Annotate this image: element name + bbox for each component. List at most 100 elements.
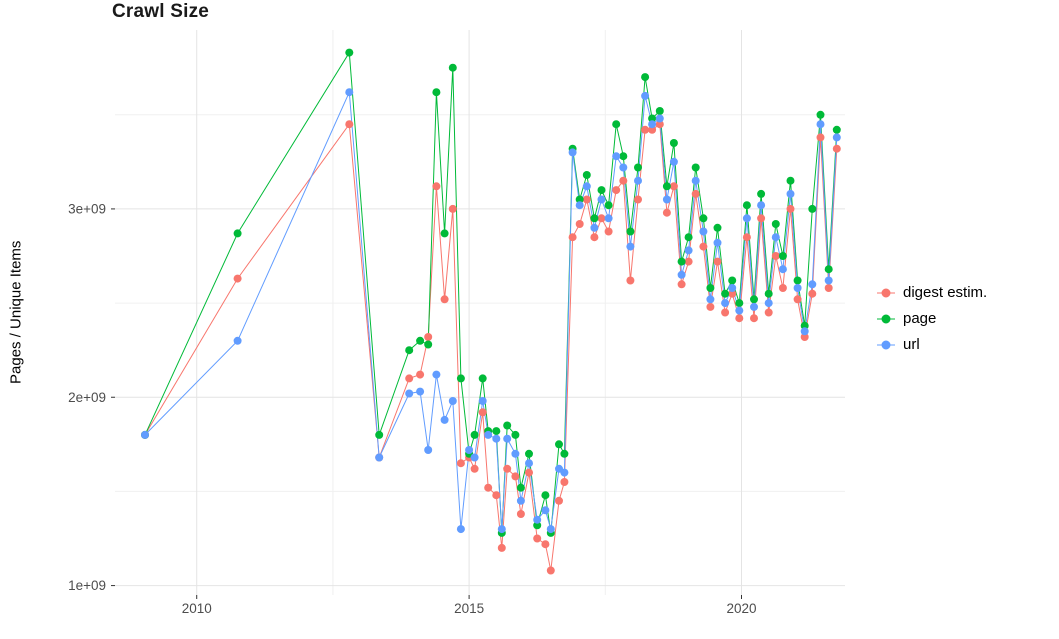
series-line-url: [144, 91, 838, 530]
data-point-page: [648, 114, 657, 123]
data-point-digest: [511, 472, 520, 481]
chart-title: Crawl Size: [112, 1, 210, 22]
data-point-page: [778, 252, 787, 260]
data-point-digest: [771, 252, 780, 260]
data-point-digest: [655, 120, 664, 129]
data-point-digest: [560, 478, 569, 486]
data-point-url: [541, 506, 550, 515]
data-point-digest: [575, 220, 584, 228]
legend-label-page: page: [903, 310, 937, 327]
data-point-url: [448, 397, 457, 405]
data-point-page: [655, 107, 664, 115]
x-axis-tick-label: 2015: [454, 601, 484, 616]
data-point-page: [582, 171, 591, 179]
legend-item-page: page: [876, 310, 987, 327]
data-point-page: [604, 201, 613, 210]
data-point-url: [568, 148, 577, 157]
data-point-url: [440, 415, 449, 424]
data-point-page: [757, 189, 766, 198]
data-point-url: [492, 434, 501, 443]
data-point-digest: [541, 540, 550, 549]
data-point-url: [470, 453, 479, 462]
y-axis-tick-label: 3e+09: [68, 201, 106, 216]
data-point-url: [655, 114, 664, 123]
data-point-page: [677, 257, 686, 266]
data-point-page: [626, 227, 635, 236]
data-point-digest: [706, 302, 715, 311]
data-point-digest: [691, 189, 700, 198]
data-point-page: [771, 220, 780, 228]
data-point-digest: [612, 186, 621, 195]
data-point-digest: [492, 491, 501, 500]
data-point-digest: [816, 133, 825, 142]
data-point-url: [590, 223, 599, 232]
data-point-digest: [516, 510, 525, 518]
legend: digest estim. page url: [876, 284, 987, 353]
data-point-digest: [626, 276, 635, 285]
data-point-page: [590, 214, 599, 223]
data-point-url: [713, 238, 722, 247]
data-point-digest: [503, 464, 512, 473]
data-point-url: [465, 446, 474, 454]
data-point-page: [516, 483, 525, 492]
data-point-digest: [470, 464, 479, 473]
data-point-digest: [800, 333, 809, 341]
data-point-digest: [533, 534, 542, 543]
data-point-url: [750, 302, 758, 311]
data-point-url: [511, 449, 520, 458]
data-point-page: [669, 139, 678, 147]
data-point-page: [764, 289, 773, 298]
data-point-digest: [713, 257, 722, 266]
data-point-digest: [478, 408, 487, 417]
data-point-digest: [728, 289, 737, 298]
data-point-digest: [684, 257, 693, 266]
data-point-page: [721, 289, 730, 298]
data-point-page: [816, 110, 825, 119]
data-point-page: [634, 163, 642, 172]
data-point-url: [800, 327, 809, 336]
data-point-digest: [582, 195, 591, 204]
data-point-page: [478, 374, 487, 383]
data-point-page: [750, 295, 758, 304]
data-point-url: [432, 370, 441, 379]
data-point-digest: [750, 314, 758, 323]
y-axis-tick-label: 1e+09: [68, 578, 106, 593]
data-point-url: [757, 201, 766, 210]
data-point-page: [619, 152, 628, 161]
data-point-page: [742, 201, 751, 210]
data-point-digest: [721, 308, 730, 317]
data-point-page: [533, 521, 542, 530]
data-point-url: [575, 201, 584, 210]
data-point-digest: [568, 233, 577, 242]
legend-item-url: url: [876, 336, 987, 353]
data-point-page: [448, 63, 457, 72]
data-point-digest: [416, 370, 425, 379]
data-point-url: [484, 430, 493, 439]
data-point-page: [375, 430, 384, 439]
data-point-url: [405, 389, 414, 398]
data-point-url: [778, 265, 787, 274]
data-point-digest: [497, 543, 506, 552]
legend-label-url: url: [903, 336, 920, 353]
data-point-page: [432, 88, 441, 97]
data-point-page: [456, 374, 465, 383]
data-point-page: [684, 233, 693, 242]
data-point-url: [816, 120, 825, 129]
data-point-page: [525, 449, 533, 458]
data-point-url: [525, 459, 533, 468]
data-point-page: [786, 176, 795, 185]
data-point-page: [345, 48, 354, 57]
data-point-digest: [405, 374, 414, 383]
data-point-page: [662, 182, 671, 191]
data-point-digest: [546, 566, 555, 575]
legend-label-digest-estim: digest estim.: [903, 284, 988, 301]
data-point-digest: [735, 314, 744, 323]
data-point-digest: [448, 204, 457, 213]
data-point-url: [233, 336, 242, 345]
data-point-url: [691, 176, 700, 185]
data-point-url: [721, 299, 730, 308]
data-point-digest: [808, 289, 817, 298]
data-point-digest: [669, 182, 678, 191]
data-point-digest: [590, 233, 599, 242]
